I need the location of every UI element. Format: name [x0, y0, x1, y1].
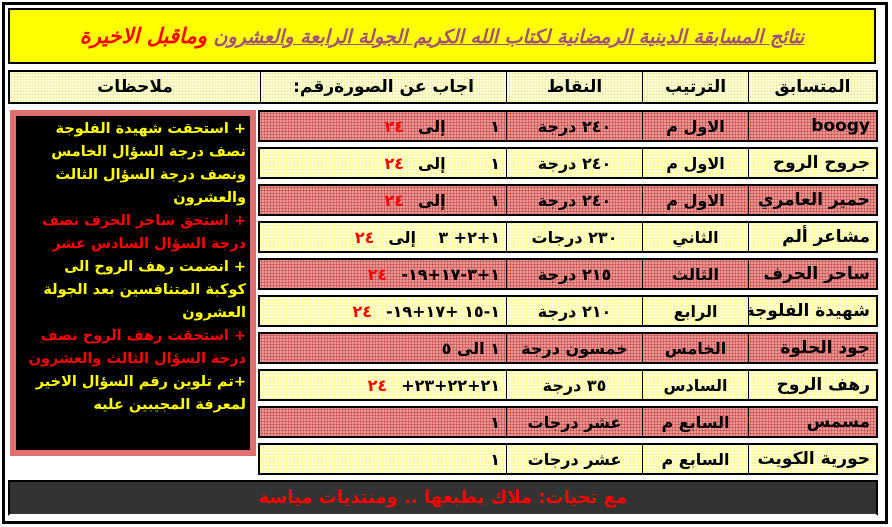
contestant-name: مشاعر ألم	[748, 223, 876, 251]
answer-last-question: ٢٤	[384, 153, 404, 173]
answer-text: ١-١٥ +١٧+١٩-	[385, 301, 500, 321]
answered-questions: ١ الى ٥	[260, 334, 506, 362]
title-suffix: وماقبل الاخيرة	[79, 24, 207, 48]
answered-questions: ١-١٥ +١٧+١٩- ٢٤	[260, 297, 506, 325]
answered-questions: ١+٣-١٧+١٩- ٢٤	[260, 260, 506, 288]
points: عشر درجات	[506, 445, 642, 473]
answer-text: ١ الى ٥	[441, 338, 500, 358]
answer-text: ١ إلى	[417, 153, 500, 173]
contestant-name: boogy	[748, 112, 876, 140]
answer-last-question: ٢٤	[384, 116, 404, 136]
answer-text: ١	[490, 449, 500, 469]
points: ٣٥ درجة	[506, 371, 642, 399]
answer-text: ١ إلى	[417, 116, 500, 136]
answer-text: ٢١+٢٢+٢٣+	[401, 375, 500, 395]
header-contestant: المتسابق	[748, 72, 876, 102]
page-title: نتائج المسابقة الدينية الرمضانية لكتاب ا…	[8, 8, 876, 64]
table-row: حورية الكويت السابع م عشر درجات ١	[258, 443, 878, 475]
answer-text: ١+٣-١٧+١٩-	[401, 264, 500, 284]
answer-last-question: ٢٤	[354, 227, 375, 247]
rank: السادس	[642, 371, 748, 399]
note-item: + استحقت شهيدة الفلوجة نصف درجة السؤال ا…	[51, 121, 246, 206]
answered-questions: ١ إلى ٢٤	[260, 112, 506, 140]
contestant-name: حورية الكويت	[748, 445, 876, 473]
answered-questions: ١	[260, 445, 506, 473]
contestant-name: مسمس	[748, 408, 876, 436]
points: ٢٣٠ درجات	[506, 223, 642, 251]
table-row: مشاعر ألم الثاني ٢٣٠ درجات ١+٢+ ٣ إلى ٢٤	[258, 221, 878, 253]
points: عشر درجات	[506, 408, 642, 436]
answer-last-question: ٢٤	[367, 375, 388, 395]
rank: السابع م	[642, 408, 748, 436]
note-item: + انضمت رهف الروح الى كوكبة المتنافسين ب…	[43, 259, 246, 321]
contestant-name: رهف الروح	[748, 371, 876, 399]
points: ٢٤٠ درجة	[506, 149, 642, 177]
answer-last-question: ٢٤	[352, 301, 372, 321]
answer-text: ١	[490, 412, 500, 432]
answered-questions: ١ إلى ٢٤	[260, 186, 506, 214]
rank: السابع م	[642, 445, 748, 473]
rank: الرابع	[642, 297, 748, 325]
answer-last-question: ٢٤	[384, 190, 404, 210]
contestant-name: جروح الروح	[748, 149, 876, 177]
contestant-name: جود الحلوة	[748, 334, 876, 362]
rank: الخامس	[642, 334, 748, 362]
rank: الاول م	[642, 186, 748, 214]
answer-last-question: ٢٤	[367, 264, 388, 284]
footer-credits: مع تحيات: ملاك بطبعها .. ومنتديات مياسة	[8, 480, 878, 516]
notes-panel: + استحقت شهيدة الفلوجة نصف درجة السؤال ا…	[10, 110, 256, 456]
table-row: boogy الاول م ٢٤٠ درجة ١ إلى ٢٤	[258, 110, 878, 142]
points: ٢٤٠ درجة	[506, 186, 642, 214]
answered-questions: ١ إلى ٢٤	[260, 149, 506, 177]
table-row: رهف الروح السادس ٣٥ درجة ٢١+٢٢+٢٣+ ٢٤	[258, 369, 878, 401]
title-main: نتائج المسابقة الدينية الرمضانية لكتاب ا…	[213, 26, 805, 48]
table-row: مسمس السابع م عشر درجات ١	[258, 406, 878, 438]
contestant-name: شهيدة الفلوجة	[748, 297, 876, 325]
rank: الاول م	[642, 112, 748, 140]
points: ٢١٥ درجة	[506, 260, 642, 288]
header-points: النقاط	[506, 72, 642, 102]
answered-questions: ١	[260, 408, 506, 436]
table-row: ساحر الحرف الثالث ٢١٥ درجة ١+٣-١٧+١٩- ٢٤	[258, 258, 878, 290]
answered-questions: ١+٢+ ٣ إلى ٢٤	[260, 223, 506, 251]
points: ٢٤٠ درجة	[506, 112, 642, 140]
rank: الاول م	[642, 149, 748, 177]
contestant-name: حمير العامري	[748, 186, 876, 214]
note-item: + استحقت رهف الروح نصف درجة السؤال الثال…	[28, 328, 246, 367]
contestant-name: ساحر الحرف	[748, 260, 876, 288]
rank: الثالث	[642, 260, 748, 288]
points: ٢١٠ درجة	[506, 297, 642, 325]
header-answered: اجاب عن الصورةرقم:	[260, 72, 506, 102]
points: خمسون درجة	[506, 334, 642, 362]
rank: الثاني	[642, 223, 748, 251]
table-row: جروح الروح الاول م ٢٤٠ درجة ١ إلى ٢٤	[258, 147, 878, 179]
table-row: جود الحلوة الخامس خمسون درجة ١ الى ٥	[258, 332, 878, 364]
answer-text: ١ إلى	[417, 190, 500, 210]
note-item: +تم تلوين رقم السؤال الاخير لمعرفة المجي…	[35, 374, 246, 413]
table-row: شهيدة الفلوجة الرابع ٢١٠ درجة ١-١٥ +١٧+١…	[258, 295, 878, 327]
table-row: حمير العامري الاول م ٢٤٠ درجة ١ إلى ٢٤	[258, 184, 878, 216]
note-item: + استحق ساحر الحرف نصف درجة السؤال الساد…	[42, 213, 246, 252]
answered-questions: ٢١+٢٢+٢٣+ ٢٤	[260, 371, 506, 399]
answer-text: ١+٢+ ٣ إلى	[388, 227, 500, 247]
header-rank: الترتيب	[642, 72, 748, 102]
header-notes: ملاحظات	[97, 77, 173, 97]
table-header: المتسابق الترتيب النقاط اجاب عن الصورةرق…	[8, 70, 878, 104]
